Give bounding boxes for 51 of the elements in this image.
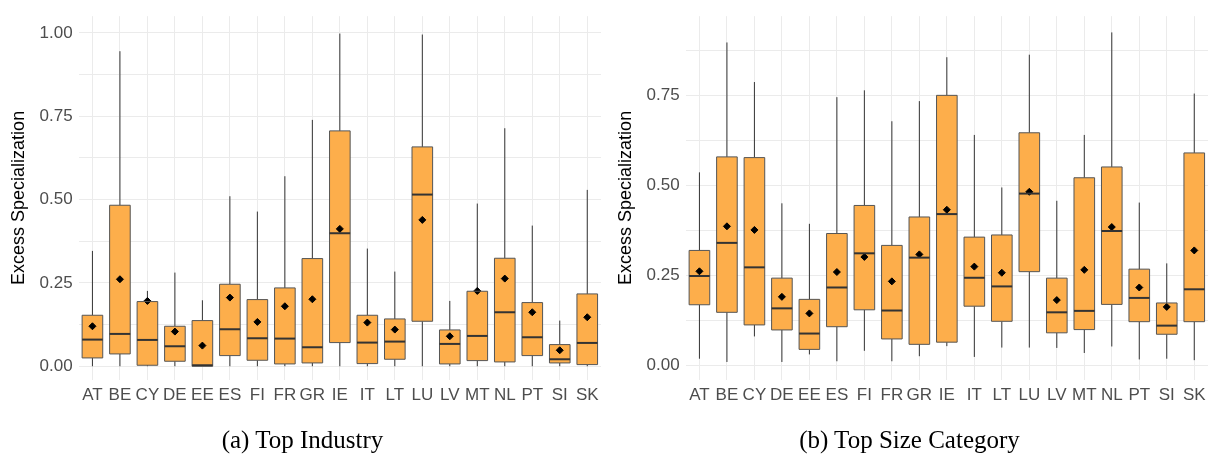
y-tick-label: 0.00 bbox=[646, 354, 680, 374]
x-tick-label: MT bbox=[1072, 385, 1097, 405]
text: (b) Top Size Category bbox=[799, 425, 1021, 454]
x-tick-label: FR bbox=[880, 385, 904, 405]
x-tick-label: FI bbox=[249, 385, 265, 405]
y-axis-title: Excess Specialization bbox=[7, 110, 28, 285]
x-tick-label: FI bbox=[856, 385, 872, 405]
x-tick-label: FR bbox=[273, 385, 297, 405]
x-tick-label: DE bbox=[163, 385, 187, 405]
x-tick-label: NL bbox=[493, 385, 516, 405]
y-tick-label: 0.00 bbox=[39, 355, 73, 375]
x-tick-label: PT bbox=[1128, 385, 1151, 405]
x-tick-label: EE bbox=[191, 385, 214, 405]
x-tick-label: ES bbox=[825, 385, 849, 405]
x-tick-label: LV bbox=[440, 385, 461, 405]
x-tick-label: IE bbox=[331, 385, 348, 405]
x-tick-label: LU bbox=[411, 385, 434, 405]
x-tick-label: SI bbox=[551, 385, 568, 405]
x-tick-label: SK bbox=[575, 385, 600, 405]
x-tick-label: LV bbox=[1047, 385, 1068, 405]
x-tick-label: IT bbox=[359, 385, 375, 405]
x-tick-label: IE bbox=[938, 385, 955, 405]
x-tick-label: BE bbox=[108, 385, 132, 405]
x-tick-label: EE bbox=[798, 385, 821, 405]
y-tick-label: 0.75 bbox=[646, 85, 680, 105]
y-tick-label: 0.75 bbox=[39, 105, 73, 125]
x-tick-label: ES bbox=[218, 385, 242, 405]
y-axis-title: Excess Specialization bbox=[614, 110, 635, 285]
x-tick-label: NL bbox=[1100, 385, 1123, 405]
x-tick-label: AT bbox=[82, 385, 103, 405]
x-tick-label: DE bbox=[770, 385, 794, 405]
y-tick-label: 0.25 bbox=[39, 272, 73, 292]
x-tick-label: SK bbox=[1182, 385, 1207, 405]
x-tick-label: AT bbox=[689, 385, 710, 405]
x-tick-label: IT bbox=[966, 385, 982, 405]
x-tick-label: PT bbox=[521, 385, 544, 405]
x-tick-label: LT bbox=[385, 385, 405, 405]
x-tick-label: LT bbox=[992, 385, 1012, 405]
x-tick-label: CY bbox=[135, 385, 160, 405]
x-tick-label: GR bbox=[299, 385, 326, 405]
y-tick-label: 0.25 bbox=[646, 264, 680, 284]
y-tick-label: 1.00 bbox=[39, 22, 73, 42]
x-tick-label: LU bbox=[1018, 385, 1041, 405]
x-tick-label: MT bbox=[465, 385, 490, 405]
x-tick-label: SI bbox=[1158, 385, 1175, 405]
text: (a) Top Industry bbox=[221, 425, 384, 454]
y-tick-label: 0.50 bbox=[39, 189, 73, 209]
y-tick-label: 0.50 bbox=[646, 174, 680, 194]
x-tick-label: GR bbox=[906, 385, 933, 405]
x-tick-label: CY bbox=[742, 385, 767, 405]
x-tick-label: BE bbox=[715, 385, 739, 405]
